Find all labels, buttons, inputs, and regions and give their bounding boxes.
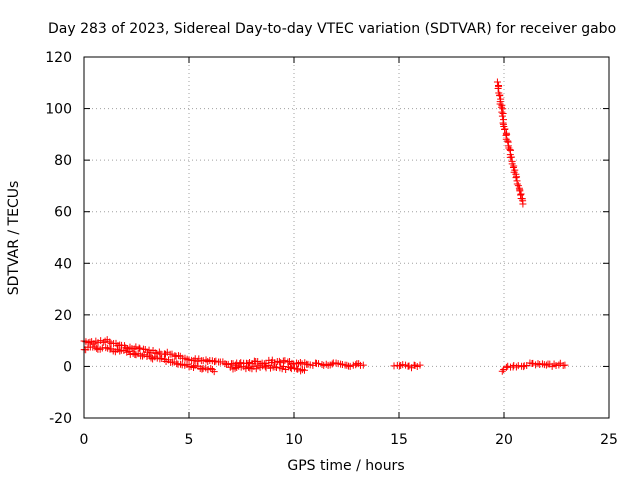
data-points: [81, 78, 569, 375]
data-point: [209, 366, 216, 373]
chart-title: Day 283 of 2023, Sidereal Day-to-day VTE…: [48, 21, 616, 37]
x-tick-label: 20: [495, 432, 513, 448]
y-tick-label: 20: [54, 308, 72, 324]
y-axis-label: SDTVAR / TECUs: [6, 181, 22, 296]
x-axis-label: GPS time / hours: [287, 458, 404, 474]
data-point: [519, 200, 526, 207]
x-tick-label: 10: [285, 432, 303, 448]
data-point: [211, 368, 218, 375]
data-point: [343, 362, 350, 369]
x-tick-label: 25: [600, 432, 618, 448]
data-point: [504, 138, 511, 145]
tick-labels: 0 5 10 15 20 25 -20 0 20 40 60 80 100 120: [45, 50, 618, 448]
data-point: [136, 344, 143, 351]
data-point: [515, 362, 522, 369]
x-tick-label: 15: [390, 432, 408, 448]
data-point: [495, 85, 502, 92]
x-tick-label: 5: [185, 432, 194, 448]
data-point: [499, 368, 506, 375]
y-tick-label: 80: [54, 153, 72, 169]
data-point: [513, 174, 520, 181]
data-point: [561, 362, 568, 369]
y-tick-label: 120: [45, 50, 72, 66]
data-point: [494, 78, 501, 85]
y-tick-label: 0: [63, 359, 72, 375]
y-tick-label: -20: [49, 411, 72, 427]
sdtvar-chart: Day 283 of 2023, Sidereal Day-to-day VTE…: [0, 0, 640, 480]
y-tick-label: 60: [54, 205, 72, 221]
x-tick-label: 0: [80, 432, 89, 448]
data-point: [347, 363, 354, 370]
y-tick-label: 40: [54, 256, 72, 272]
y-tick-label: 100: [45, 102, 72, 118]
